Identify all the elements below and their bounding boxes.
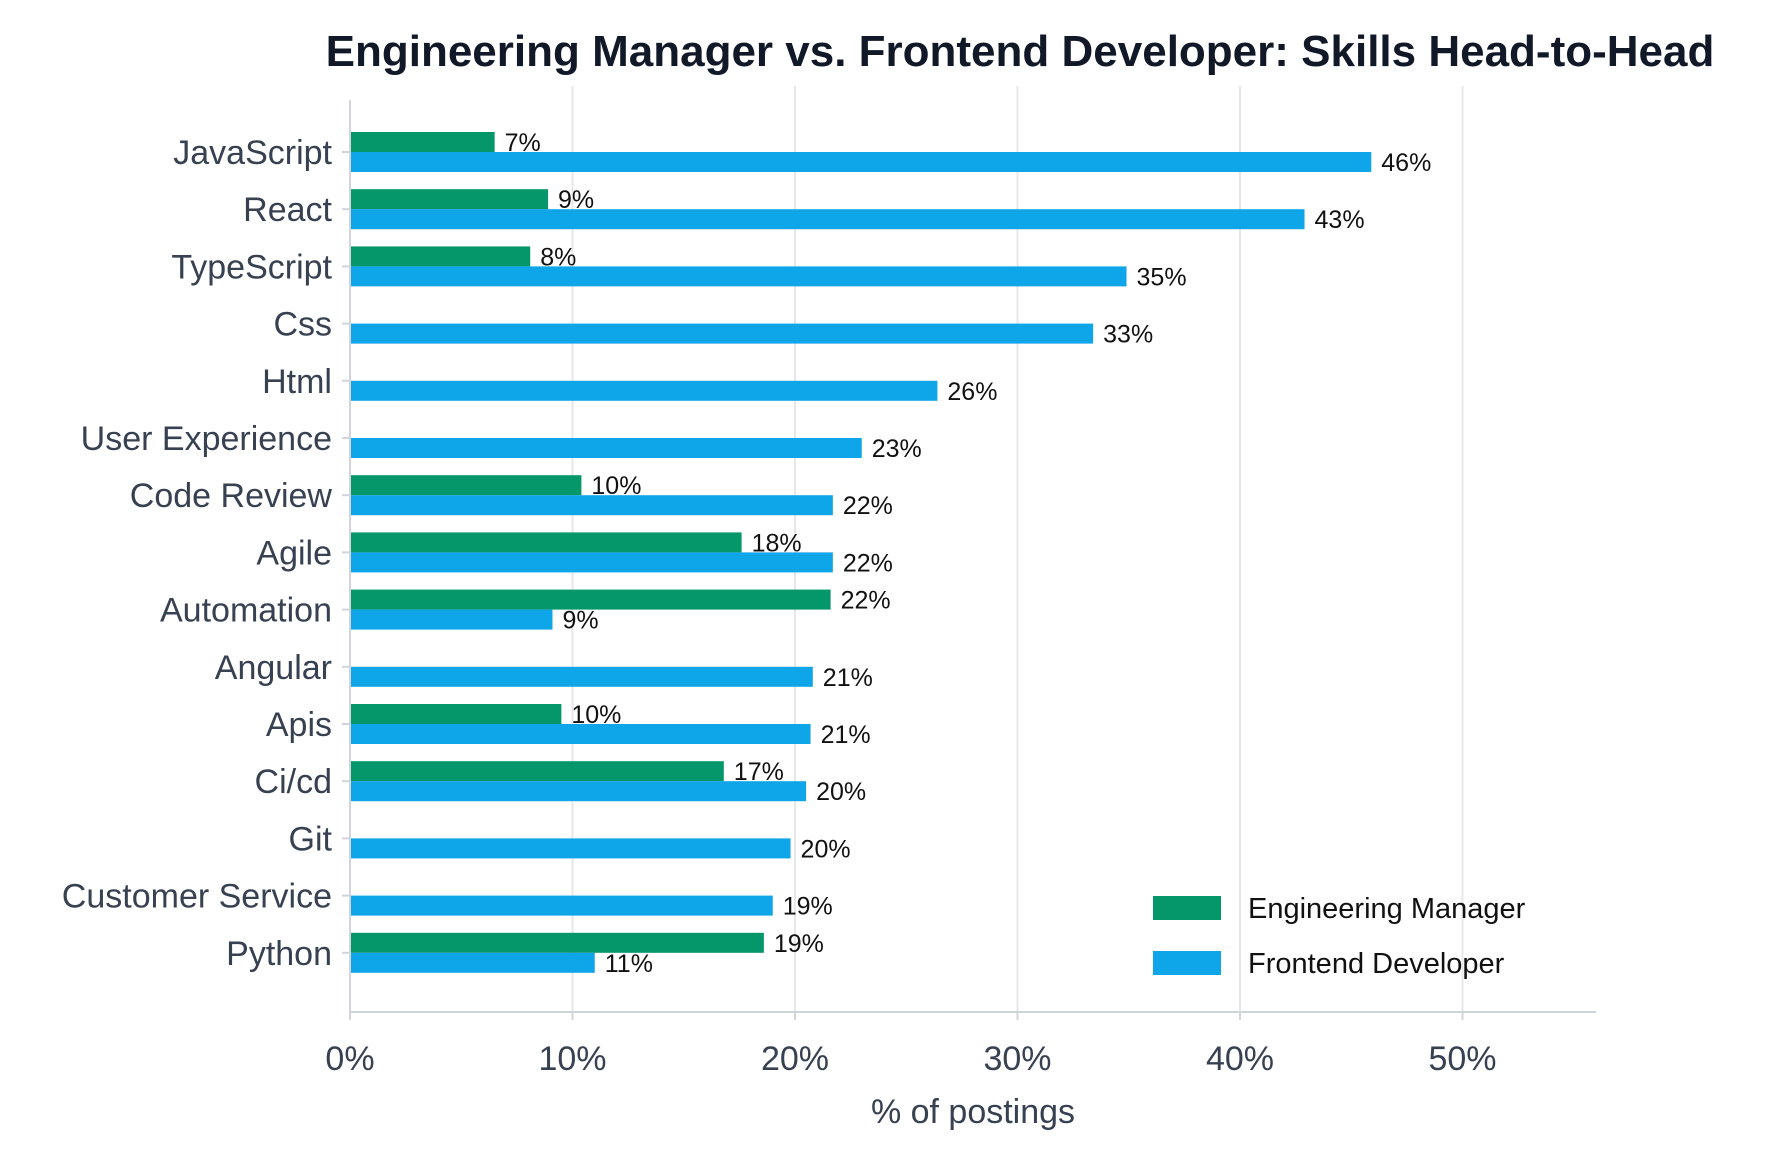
data-label: 26% bbox=[947, 378, 997, 406]
data-label: 9% bbox=[562, 607, 598, 635]
x-axis-label: % of postings bbox=[871, 1093, 1075, 1131]
data-label: 22% bbox=[843, 549, 893, 577]
category-label: Automation bbox=[160, 592, 332, 630]
bar-frontend-developer bbox=[350, 323, 1094, 344]
category-label: Apis bbox=[266, 706, 332, 744]
data-label: 21% bbox=[823, 664, 873, 692]
bar-frontend-developer bbox=[350, 666, 813, 687]
bar-frontend-developer bbox=[350, 724, 811, 744]
bar-frontend-developer bbox=[350, 380, 938, 401]
bar-engineering-manager bbox=[350, 704, 562, 724]
data-label: 21% bbox=[821, 721, 871, 749]
data-label: 46% bbox=[1381, 149, 1431, 177]
bar-engineering-manager bbox=[350, 246, 531, 267]
data-label: 9% bbox=[558, 186, 594, 214]
bar-frontend-developer bbox=[350, 952, 595, 973]
category-labels: JavaScript React TypeScript Css Html User Exp… bbox=[62, 134, 350, 973]
data-label: 19% bbox=[783, 893, 833, 921]
data-label: 10% bbox=[591, 472, 641, 500]
bar-frontend-developer bbox=[350, 209, 1305, 230]
data-label: 18% bbox=[752, 529, 802, 557]
bar-engineering-manager bbox=[350, 189, 549, 210]
data-label: 11% bbox=[605, 950, 653, 978]
data-label: 43% bbox=[1315, 206, 1365, 234]
x-tick-label: 30% bbox=[983, 1040, 1051, 1078]
data-label: 35% bbox=[1137, 263, 1187, 291]
bar-frontend-developer bbox=[350, 266, 1127, 287]
data-label: 33% bbox=[1103, 321, 1153, 349]
data-label: 22% bbox=[843, 492, 893, 520]
bar-engineering-manager bbox=[350, 932, 764, 953]
legend-swatch bbox=[1153, 896, 1221, 920]
category-label: Customer Service bbox=[62, 878, 332, 916]
data-label: 22% bbox=[841, 587, 891, 615]
bar-engineering-manager bbox=[350, 761, 724, 782]
bar-engineering-manager bbox=[350, 132, 495, 152]
bar-frontend-developer bbox=[350, 838, 791, 859]
x-tick-label: 40% bbox=[1206, 1040, 1274, 1078]
bars bbox=[350, 132, 1372, 973]
category-label: User Experience bbox=[81, 420, 332, 458]
category-label: Python bbox=[226, 935, 332, 973]
x-tick-label: 10% bbox=[538, 1040, 606, 1078]
category-label: Git bbox=[289, 820, 333, 858]
category-label: Code Review bbox=[130, 477, 333, 515]
data-label: 20% bbox=[801, 835, 851, 863]
category-label: JavaScript bbox=[173, 134, 332, 172]
category-label: TypeScript bbox=[171, 248, 332, 286]
bar-engineering-manager bbox=[350, 589, 831, 610]
data-label: 23% bbox=[872, 435, 922, 463]
bar-frontend-developer bbox=[350, 152, 1372, 172]
value-labels: 7% 46% 9% 43% 8% 35% 33% 26% 23% 10% 22% 18% 22% 22% 9… bbox=[505, 129, 1432, 978]
category-label: Ci/cd bbox=[255, 763, 332, 801]
x-tick-label: 50% bbox=[1428, 1040, 1496, 1078]
legend-label: Frontend Developer bbox=[1248, 948, 1505, 980]
bar-frontend-developer bbox=[350, 552, 833, 573]
legend-label: Engineering Manager bbox=[1248, 893, 1526, 925]
data-label: 19% bbox=[774, 930, 824, 958]
chart-title: Engineering Manager vs. Frontend Develop… bbox=[326, 27, 1715, 76]
bar-frontend-developer bbox=[350, 781, 807, 802]
data-label: 8% bbox=[540, 243, 576, 271]
bar-engineering-manager bbox=[350, 475, 582, 496]
category-label: Html bbox=[262, 363, 332, 401]
category-label: React bbox=[243, 191, 332, 229]
legend: Engineering Manager Frontend Developer bbox=[1153, 893, 1526, 980]
data-label: 7% bbox=[505, 129, 541, 157]
category-label: Agile bbox=[256, 534, 332, 572]
legend-swatch bbox=[1153, 951, 1221, 975]
category-label: Css bbox=[273, 306, 332, 344]
data-label: 17% bbox=[734, 758, 784, 786]
category-label: Angular bbox=[215, 649, 332, 687]
data-label: 10% bbox=[571, 701, 621, 729]
data-label: 20% bbox=[816, 778, 866, 806]
bar-frontend-developer bbox=[350, 438, 862, 458]
x-tick-labels: 0% 10% 20% 30% 40% 50% bbox=[325, 1012, 1497, 1078]
bar-frontend-developer bbox=[350, 609, 553, 630]
bar-frontend-developer bbox=[350, 895, 773, 916]
bar-frontend-developer bbox=[350, 495, 833, 516]
x-tick-label: 0% bbox=[325, 1040, 374, 1078]
x-tick-label: 20% bbox=[761, 1040, 829, 1078]
bar-engineering-manager bbox=[350, 532, 742, 553]
